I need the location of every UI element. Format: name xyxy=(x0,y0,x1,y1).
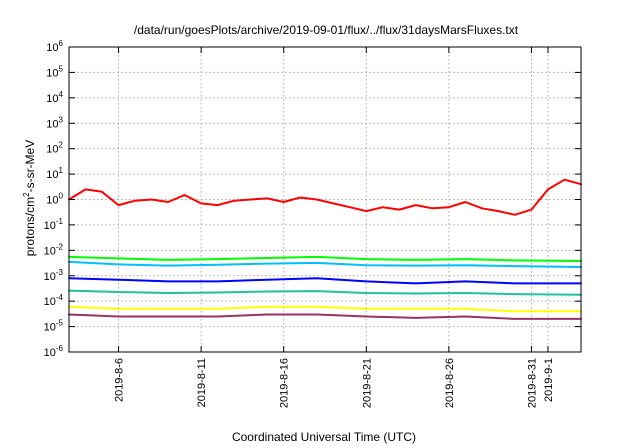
series-line xyxy=(68,313,582,320)
series-line xyxy=(68,178,582,216)
chart-title: /data/run/goesPlots/archive/2019-09-01/f… xyxy=(134,23,519,37)
x-tick-label: 2019-8-21 xyxy=(361,358,373,408)
y-tick-label: 103 xyxy=(46,115,63,130)
y-axis-ticks: 106 105 104 103 102 101 100 10-1 10-2 10-3 10-4 10-… xyxy=(44,39,581,359)
x-tick-label: 2019-8-6 xyxy=(114,358,126,402)
y-tick-label: 105 xyxy=(46,64,63,79)
y-tick-label: 101 xyxy=(46,166,63,181)
x-tick-label: 2019-8-26 xyxy=(444,358,456,408)
series-line xyxy=(68,255,582,262)
y-tick-label: 10-4 xyxy=(44,293,64,308)
y-tick-label: 10-2 xyxy=(44,242,64,257)
series-line xyxy=(68,260,582,268)
y-tick-label: 100 xyxy=(46,192,63,207)
y-tick-label: 104 xyxy=(46,90,63,105)
y-tick-label: 10-3 xyxy=(44,268,64,283)
y-tick-label: 10-5 xyxy=(44,319,64,334)
x-tick-label: 2019-8-31 xyxy=(526,358,538,408)
y-tick-label: 10-1 xyxy=(44,217,64,232)
y-axis-label: protons/cm2-s-sr-MeV xyxy=(22,140,37,256)
series-line xyxy=(68,305,582,313)
x-tick-label: 2019-9-1 xyxy=(543,358,555,402)
series-line xyxy=(68,277,582,285)
x-tick-label: 2019-8-11 xyxy=(196,358,208,407)
x-axis-label: Coordinated Universal Time (UTC) xyxy=(232,430,416,444)
y-tick-label: 102 xyxy=(46,141,63,156)
x-tick-label: 2019-8-16 xyxy=(279,358,291,408)
y-tick-label: 106 xyxy=(46,39,63,54)
series-line xyxy=(68,289,582,296)
series-lines xyxy=(68,178,582,320)
y-tick-label: 10-6 xyxy=(44,344,64,359)
x-axis-ticks: 2019-8-6 2019-8-11 2019-8-16 2019-8-21 2019-… xyxy=(114,47,555,408)
